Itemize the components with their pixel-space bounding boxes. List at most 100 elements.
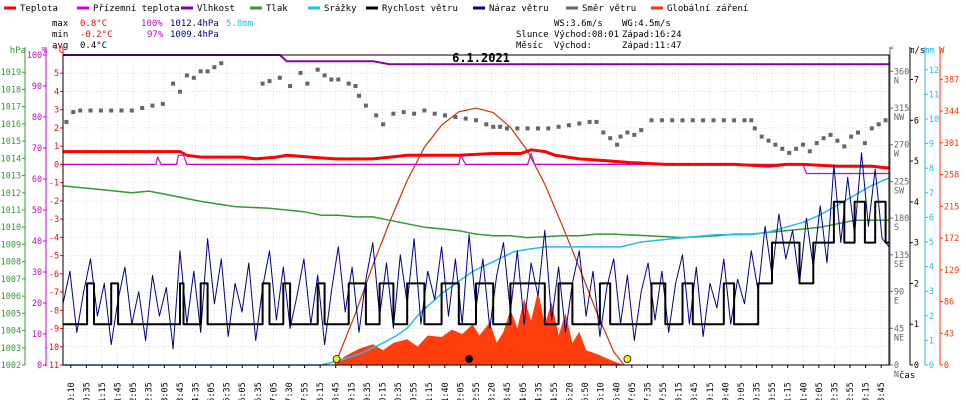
stats-wg: WG:4.5m/s — [622, 19, 671, 29]
pressure-tick-label-10: 1012 — [1, 189, 21, 199]
pressure-tick-label-6: 1008 — [1, 258, 21, 268]
temperature-tick-label-4: -7 — [49, 288, 59, 298]
pressure-tick-label-14: 1016 — [1, 120, 21, 130]
wind-direction-point-72 — [732, 118, 737, 123]
wind-direction-point-83 — [807, 149, 812, 154]
wind-direction-point-85 — [821, 136, 826, 141]
x-tick-label-10: 05:35 — [223, 382, 233, 400]
pressure-tick-label-0: 1002 — [1, 361, 21, 371]
wind-direction-point-64 — [649, 118, 654, 123]
wind-direction-point-37 — [412, 111, 417, 116]
stats-sun-label: Slunce — [516, 30, 549, 40]
temperature-tick-label-2: -9 — [49, 325, 59, 335]
x-tick-label-38: 17:55 — [659, 382, 669, 400]
stats-avg-temp: 0.4°C — [80, 41, 107, 51]
rain-tick-label-0: 0 — [929, 361, 934, 371]
pressure-tick-label-4: 1006 — [1, 292, 21, 302]
x-tick-label-24: 11:40 — [441, 382, 451, 400]
stats-max-pressure: 1012.4hPa — [170, 19, 219, 29]
stats-min-temp: -0.2°C — [80, 30, 113, 40]
stats-max-temp: 0.8°C — [80, 19, 107, 29]
radiation-tick-label-7: 301 — [944, 139, 959, 149]
radiation-tick-label-3: 129 — [944, 266, 959, 276]
wind-direction-point-59 — [615, 142, 620, 147]
wind-axis-unit: m/s — [909, 46, 925, 56]
x-tick-label-25: 12:05 — [456, 382, 466, 400]
x-tick-label-4: 02:05 — [129, 382, 139, 400]
wind-direction-point-45 — [491, 124, 496, 129]
x-tick-label-20: 10:15 — [378, 382, 388, 400]
wind-direction-point-44 — [484, 122, 489, 127]
wind-direction-point-2 — [78, 108, 83, 113]
wind-direction-point-28 — [336, 77, 341, 82]
legend-label-2: Vlhkost — [197, 4, 235, 14]
humidity-tick-label-9: 90 — [32, 82, 42, 92]
temperature-tick-label-1: -10 — [44, 343, 59, 353]
wind-direction-point-92 — [869, 126, 874, 131]
direction-dir-label-4: S — [894, 223, 899, 233]
rain-tick-label-6: 6 — [929, 213, 934, 223]
legend-label-6: Náraz větru — [489, 4, 549, 14]
temperature-tick-label-9: -2 — [49, 197, 59, 207]
stats-moon-label: Měsíc — [516, 41, 543, 51]
wind-direction-point-33 — [374, 113, 379, 118]
humidity-tick-label-1: 10 — [32, 330, 42, 340]
x-tick-label-6: 03:05 — [160, 382, 170, 400]
legend-label-5: Rychlost větru — [382, 4, 458, 14]
wind-direction-point-54 — [577, 121, 582, 126]
pressure-tick-label-1: 1003 — [1, 344, 21, 354]
x-tick-label-29: 14:05 — [519, 382, 529, 400]
wind-direction-point-14 — [191, 75, 196, 80]
temperature-tick-label-10: -1 — [49, 179, 59, 189]
x-tick-label-12: 06:35 — [254, 382, 264, 400]
rain-tick-label-3: 3 — [929, 287, 934, 297]
pressure-tick-label-8: 1010 — [1, 223, 21, 233]
x-tick-label-5: 02:35 — [145, 382, 155, 400]
sun-event-marker-0 — [332, 355, 341, 363]
wind-direction-point-84 — [814, 141, 819, 146]
rain-tick-label-5: 5 — [929, 238, 934, 248]
radiation-tick-label-1: 43 — [944, 329, 954, 339]
wind-direction-point-17 — [212, 65, 217, 70]
wind-direction-point-52 — [556, 124, 561, 129]
humidity-tick-label-5: 50 — [32, 206, 42, 216]
wind-direction-point-94 — [883, 118, 888, 123]
x-tick-label-42: 19:40 — [721, 382, 731, 400]
x-tick-label-35: 16:40 — [612, 382, 622, 400]
wind-direction-point-53 — [566, 123, 571, 128]
stats-max-rain: 5.8mm — [226, 19, 253, 29]
radiation-tick-label-2: 86 — [944, 298, 954, 308]
x-tick-label-26: 12:55 — [472, 382, 482, 400]
stats-moon-set: Západ:11:47 — [622, 41, 682, 51]
wind-direction-point-29 — [346, 81, 351, 86]
axes: hPa1002100310041005100610071008100910101… — [1, 46, 960, 404]
wind-direction-point-31 — [357, 93, 361, 98]
wind-direction-point-67 — [680, 118, 685, 123]
wind-direction-point-93 — [876, 122, 881, 127]
wind-direction-point-70 — [711, 118, 716, 123]
direction-dir-label-6: W — [894, 150, 900, 160]
temperature-axis-unit: °C — [53, 46, 64, 56]
rain-tick-label-1: 1 — [929, 336, 934, 346]
wind-tick-label-5: 5 — [914, 157, 919, 167]
x-tick-label-30: 14:35 — [534, 382, 544, 400]
x-tick-label-3: 01:45 — [114, 382, 124, 400]
x-tick-label-31: 14:55 — [550, 382, 560, 400]
legend: Teplota Přízemní teplota Vlhkost Tlak Srážky… — [4, 4, 748, 14]
legend-label-1: Přízemní teplota — [93, 4, 180, 14]
wind-direction-point-66 — [670, 118, 675, 123]
humidity-tick-label-6: 60 — [32, 175, 42, 185]
wind-direction-point-79 — [780, 146, 785, 151]
wind-direction-point-58 — [608, 136, 613, 141]
wind-direction-point-43 — [474, 118, 478, 123]
wind-direction-point-19 — [260, 81, 265, 86]
rain-tick-label-8: 8 — [929, 164, 934, 174]
temperature-tick-label-5: -6 — [49, 270, 59, 280]
pressure-tick-label-13: 1015 — [1, 137, 21, 147]
direction-tick-label-7: 315 — [894, 104, 909, 114]
wind-direction-point-8 — [140, 106, 145, 110]
wind-direction-point-6 — [119, 108, 124, 113]
radiation-tick-label-8: 344 — [944, 107, 959, 117]
wind-direction-point-56 — [594, 119, 599, 124]
